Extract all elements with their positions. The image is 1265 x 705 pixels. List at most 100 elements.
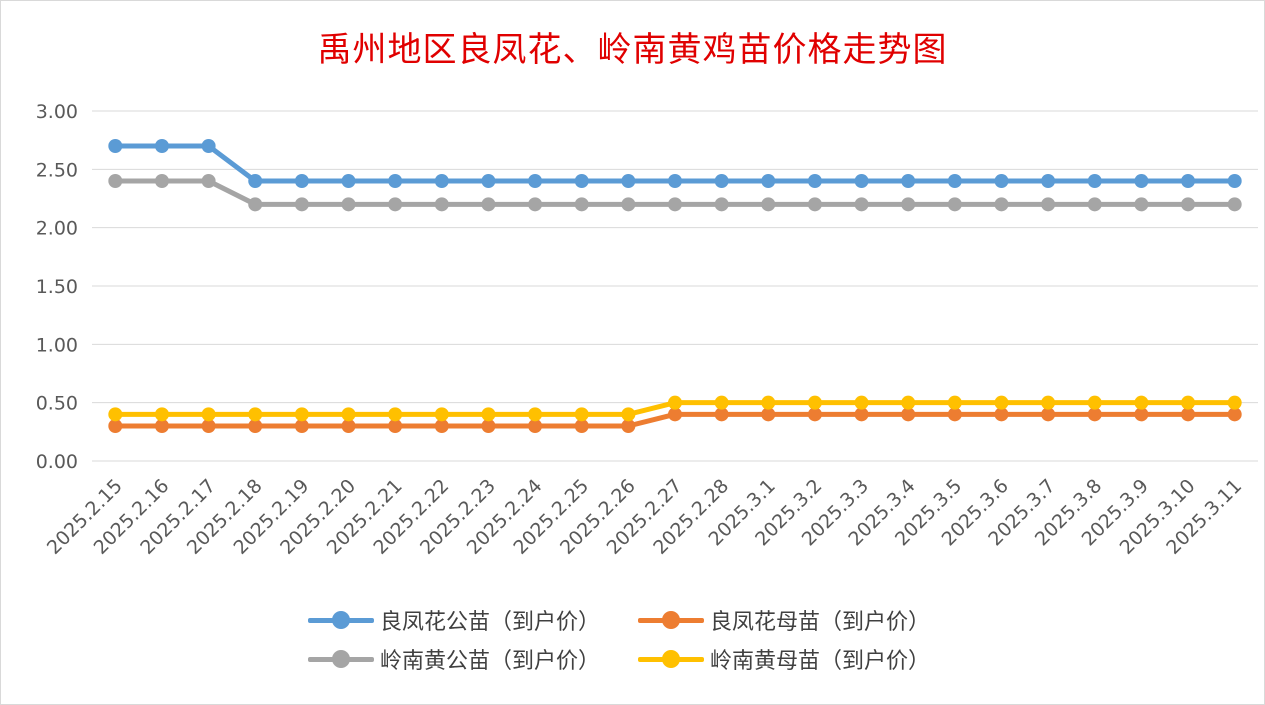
- data-point-0: [621, 174, 636, 188]
- data-point-1: [248, 419, 263, 433]
- data-point-0: [1134, 174, 1149, 188]
- data-point-0: [294, 174, 309, 188]
- data-point-1: [201, 419, 216, 433]
- legend-label: 岭南黄公苗（到户价）: [380, 649, 601, 674]
- data-point-2: [901, 197, 916, 212]
- data-point-3: [201, 407, 216, 422]
- data-point-2: [434, 197, 449, 212]
- data-point-1: [108, 419, 123, 433]
- data-point-1: [294, 419, 309, 433]
- data-point-1: [901, 407, 916, 422]
- data-point-1: [574, 419, 589, 433]
- data-point-2: [714, 197, 729, 212]
- legend-item-series-3[interactable]: 岭南黄母苗（到户价）: [638, 641, 930, 677]
- data-point-2: [528, 197, 543, 212]
- data-point-0: [668, 174, 682, 188]
- data-point-3: [854, 395, 869, 410]
- data-point-3: [1087, 395, 1102, 410]
- data-point-0: [481, 174, 496, 188]
- data-point-3: [294, 407, 309, 422]
- y-tick-label: 2.00: [36, 218, 78, 240]
- data-point-2: [248, 197, 263, 212]
- data-point-2: [108, 174, 123, 188]
- data-point-1: [668, 407, 682, 422]
- legend-marker-icon: [308, 649, 374, 669]
- data-point-2: [761, 197, 776, 212]
- data-point-0: [854, 174, 869, 188]
- data-point-1: [434, 419, 449, 433]
- data-point-2: [621, 197, 636, 212]
- data-point-3: [434, 407, 449, 422]
- data-point-2: [574, 197, 589, 212]
- data-point-1: [481, 419, 496, 433]
- data-point-3: [994, 395, 1009, 410]
- legend-label: 良凤花母苗（到户价）: [710, 610, 931, 635]
- data-point-2: [388, 197, 403, 212]
- data-point-0: [201, 139, 216, 153]
- data-point-1: [947, 407, 962, 422]
- data-point-3: [1134, 395, 1149, 410]
- data-point-0: [947, 174, 962, 188]
- data-point-2: [154, 174, 169, 188]
- y-tick-label: 1.00: [36, 334, 78, 356]
- data-point-0: [901, 174, 916, 188]
- data-point-1: [1134, 407, 1149, 422]
- data-point-2: [994, 197, 1009, 212]
- legend-item-series-0[interactable]: 良凤花公苗（到户价）: [308, 602, 600, 638]
- legend-marker-icon: [308, 610, 374, 630]
- data-point-2: [294, 197, 309, 212]
- data-point-2: [341, 197, 356, 212]
- data-point-2: [947, 197, 962, 212]
- data-point-3: [108, 407, 123, 422]
- data-point-3: [714, 395, 729, 410]
- data-point-3: [1181, 395, 1196, 410]
- data-point-2: [668, 197, 682, 212]
- legend-label: 良凤花公苗（到户价）: [380, 610, 601, 635]
- data-point-1: [1227, 407, 1242, 422]
- data-point-3: [574, 407, 589, 422]
- legend-item-series-1[interactable]: 良凤花母苗（到户价）: [638, 602, 930, 638]
- data-point-2: [807, 197, 822, 212]
- data-point-1: [1087, 407, 1102, 422]
- chart-title: 禹州地区良凤花、岭南黄鸡苗价格走势图: [317, 30, 948, 70]
- data-point-0: [994, 174, 1009, 188]
- data-point-0: [388, 174, 403, 188]
- y-tick-label: 0.50: [36, 393, 78, 415]
- data-point-3: [248, 407, 263, 422]
- data-point-0: [807, 174, 822, 188]
- data-point-2: [481, 197, 496, 212]
- data-point-0: [1041, 174, 1056, 188]
- data-point-3: [761, 395, 776, 410]
- data-point-2: [1227, 197, 1242, 212]
- data-point-0: [714, 174, 729, 188]
- data-point-1: [388, 419, 403, 433]
- data-point-3: [1227, 395, 1242, 410]
- y-tick-label: 2.50: [36, 159, 78, 181]
- y-tick-label: 0.00: [36, 451, 78, 473]
- legend-marker-icon: [638, 610, 704, 630]
- y-tick-label: 1.50: [36, 276, 78, 298]
- data-point-3: [341, 407, 356, 422]
- data-point-3: [528, 407, 543, 422]
- data-point-3: [947, 395, 962, 410]
- data-point-0: [761, 174, 776, 188]
- data-point-2: [1041, 197, 1056, 212]
- data-point-1: [807, 407, 822, 422]
- legend-item-series-2[interactable]: 岭南黄公苗（到户价）: [308, 641, 600, 677]
- data-point-3: [388, 407, 403, 422]
- data-point-2: [1181, 197, 1196, 212]
- data-point-0: [248, 174, 263, 188]
- data-point-3: [668, 395, 682, 410]
- data-point-1: [714, 407, 729, 422]
- data-point-0: [528, 174, 543, 188]
- data-point-1: [154, 419, 169, 433]
- data-point-0: [154, 139, 169, 153]
- y-tick-label: 3.00: [36, 101, 78, 123]
- legend-marker-icon: [638, 649, 704, 669]
- data-point-3: [901, 395, 916, 410]
- legend-label: 岭南黄母苗（到户价）: [710, 649, 931, 674]
- data-point-0: [434, 174, 449, 188]
- data-point-2: [201, 174, 216, 188]
